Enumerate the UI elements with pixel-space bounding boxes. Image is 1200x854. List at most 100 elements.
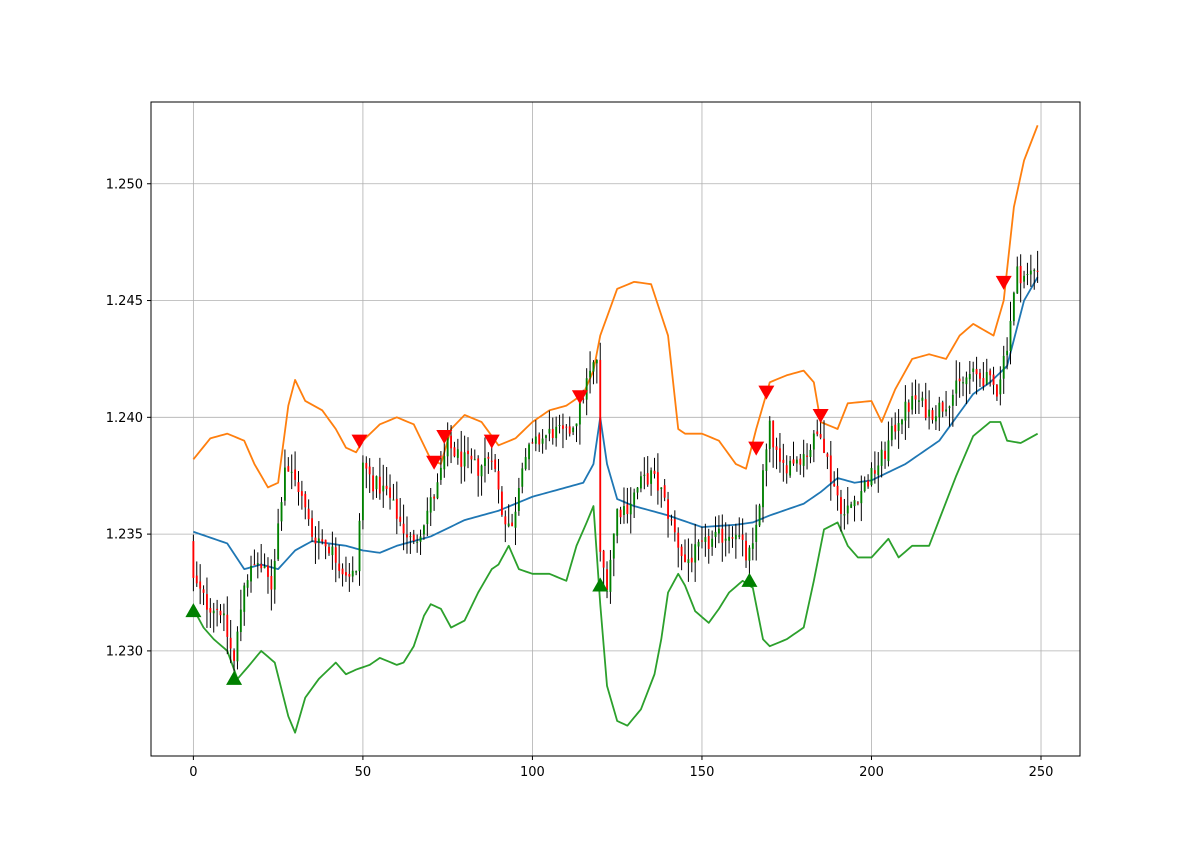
candle-body-up: [853, 500, 856, 507]
candle-body-up: [951, 394, 954, 406]
x-tick-label: 0: [189, 765, 197, 780]
candle-body-down: [931, 410, 934, 420]
candle-body-down: [504, 516, 507, 525]
signal-markers: [185, 275, 1012, 685]
candle-body-down: [341, 568, 344, 575]
candle-body-up: [246, 580, 249, 588]
candle-body-up: [1002, 355, 1005, 379]
plot-area-frame: [150, 101, 1081, 757]
candle-body-up: [985, 371, 988, 384]
candle-body-down: [996, 384, 998, 397]
candle-body-down: [260, 564, 263, 569]
candle-body-up: [758, 505, 761, 526]
candle-body-up: [1029, 270, 1032, 275]
candle-body-up: [290, 471, 293, 473]
candle-body-up: [734, 534, 737, 540]
candle-body-up: [283, 467, 286, 501]
candle-body-down: [300, 491, 303, 496]
candle-body-up: [609, 559, 612, 592]
candle-body-up: [243, 585, 246, 612]
bollinger-bands: [192, 125, 1039, 734]
candle-body-up: [426, 510, 429, 525]
x-tick-label: 100: [520, 765, 545, 780]
candle-body-up: [697, 541, 700, 547]
candle-body-up: [585, 378, 588, 400]
candle-body-up: [728, 536, 731, 541]
candle-body-down: [348, 574, 351, 577]
candle-body-down: [775, 446, 778, 450]
candle-body-down: [856, 502, 859, 504]
candle-body-up: [575, 423, 578, 427]
candle-body-up: [273, 560, 276, 590]
candle-body-up: [358, 520, 361, 572]
candle-body-down: [395, 498, 398, 519]
candle-body-down: [653, 470, 656, 474]
candle-body-down: [840, 497, 842, 514]
sell-signal-marker: [758, 385, 775, 400]
candle-body-down: [453, 447, 456, 457]
sell-signal-marker: [571, 390, 588, 405]
candle-body-up: [361, 462, 364, 521]
candle-body-down: [568, 426, 571, 434]
candle-body-down: [219, 610, 222, 616]
candle-body-down: [707, 536, 710, 549]
candle-body-down: [772, 420, 775, 448]
buy-signal-marker: [592, 577, 609, 592]
y-tick-label: 1.230: [106, 644, 143, 659]
candle-body-down: [606, 569, 608, 591]
candle-body-up: [795, 459, 798, 464]
candle-body-down: [195, 575, 198, 584]
candle-body-up: [592, 362, 595, 372]
sell-signal-marker: [351, 434, 368, 449]
candle-body-up: [938, 402, 941, 418]
candle-body-up: [1016, 266, 1019, 294]
y-tick-label: 1.250: [106, 177, 143, 192]
sell-signal-marker: [748, 441, 765, 456]
candle-body-down: [619, 509, 622, 518]
candle-body-down: [267, 565, 269, 577]
candle-body-up: [517, 488, 520, 511]
candle-body-up: [416, 541, 419, 543]
candle-body-up: [578, 398, 581, 425]
candle-body-up: [443, 456, 446, 470]
candle-body-down: [721, 528, 724, 543]
candle-body-up: [1012, 292, 1015, 322]
candle-body-up: [904, 401, 907, 421]
candle-body-down: [385, 485, 388, 489]
candle-body-down: [941, 402, 944, 412]
candle-body-up: [704, 537, 707, 542]
candle-body-up: [256, 563, 259, 565]
candle-body-up: [748, 547, 751, 561]
candle-body-down: [562, 425, 564, 429]
candle-body-up: [446, 436, 449, 457]
candle-body-up: [911, 396, 914, 410]
candle-body-down: [833, 483, 836, 487]
candle-body-up: [507, 523, 510, 527]
candle-body-down: [979, 372, 981, 379]
candle-body-up: [1009, 320, 1012, 352]
candle-body-up: [524, 457, 527, 469]
candle-body-up: [382, 485, 385, 492]
y-tick-label: 1.240: [106, 411, 143, 426]
candle-body-down: [823, 438, 825, 453]
candle-body-up: [355, 571, 358, 573]
candle-body-down: [389, 487, 391, 498]
candle-body-up: [1033, 270, 1036, 272]
x-tick-label: 250: [1029, 765, 1054, 780]
candle-body-down: [656, 472, 659, 491]
candle-body-down: [497, 470, 500, 490]
candle-body-down: [324, 539, 327, 547]
y-axis-ticks: 1.230 1.235 1.240 1.245 1.250: [106, 177, 151, 659]
candle-body-down: [304, 493, 307, 508]
candle-body-down: [287, 466, 290, 472]
candle-body-down: [826, 453, 829, 457]
candle-body-up: [250, 565, 252, 582]
candle-body-down: [806, 455, 808, 457]
candle-body-up: [456, 449, 459, 458]
candle-body-down: [494, 459, 497, 469]
candle-body-down: [663, 485, 666, 498]
candle-body-up: [738, 535, 741, 537]
y-tick-label: 1.245: [106, 294, 143, 309]
sell-signal-marker: [483, 434, 500, 449]
